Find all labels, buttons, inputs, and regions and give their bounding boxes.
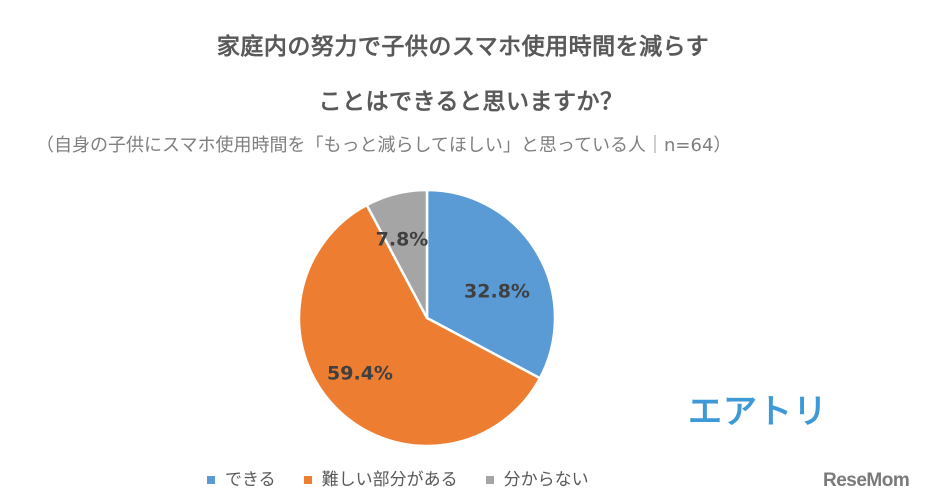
chart-title-line2: ことはできると思いますか？ xyxy=(318,89,624,115)
data-label: 59.4% xyxy=(327,363,393,385)
chart-title-line1: 家庭内の努力で子供のスマホ使用時間を減らす xyxy=(216,34,710,60)
legend-item-partly-difficult: 難しい部分がある xyxy=(303,465,458,490)
slice-can xyxy=(425,188,557,380)
legend-label: できる xyxy=(225,470,276,490)
legend-item-dont-know: 分からない xyxy=(485,465,589,490)
legend-label: 難しい部分がある xyxy=(321,470,458,490)
data-label: 7.8% xyxy=(376,229,429,251)
legend: できる 難しい部分がある 分からない xyxy=(207,465,617,490)
data-label: 32.8% xyxy=(464,281,530,303)
legend-item-can: できる xyxy=(207,465,276,490)
resemom-logo: ReseMom xyxy=(823,470,910,491)
legend-label: 分からない xyxy=(503,470,589,490)
slice-partly-difficult xyxy=(297,203,542,448)
legend-swatch-icon xyxy=(485,475,494,484)
slice-dont-know xyxy=(365,188,429,320)
legend-swatch-icon xyxy=(207,475,215,484)
legend-swatch-icon xyxy=(303,475,312,484)
chart-subtitle: （自身の子供にスマホ使用時間を「もっと減らしてほしい」と思っている人｜n=64） xyxy=(36,135,732,156)
airtrip-logo: エアトリ xyxy=(688,392,828,432)
